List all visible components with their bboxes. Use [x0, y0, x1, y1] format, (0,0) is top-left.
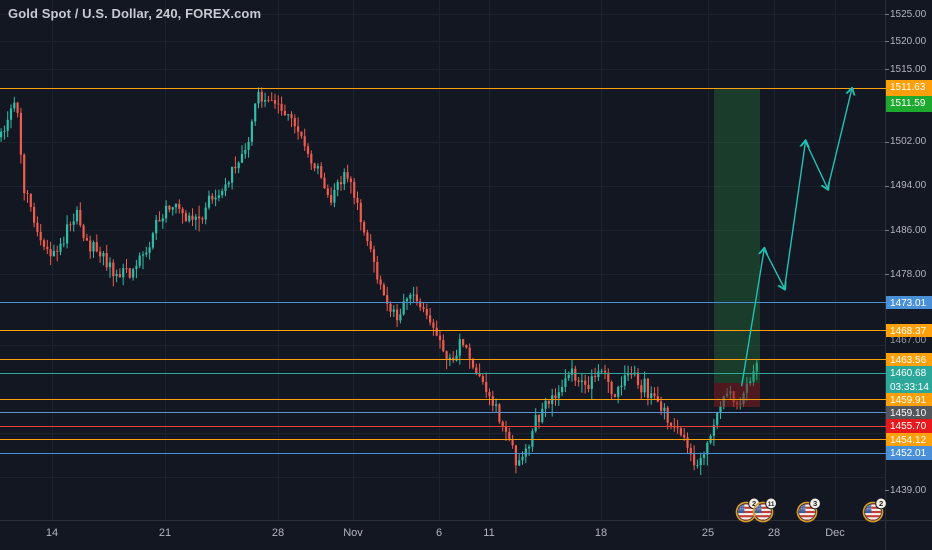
svg-text:2: 2	[879, 499, 883, 508]
svg-text:11: 11	[768, 501, 775, 508]
svg-text:3: 3	[813, 499, 817, 508]
